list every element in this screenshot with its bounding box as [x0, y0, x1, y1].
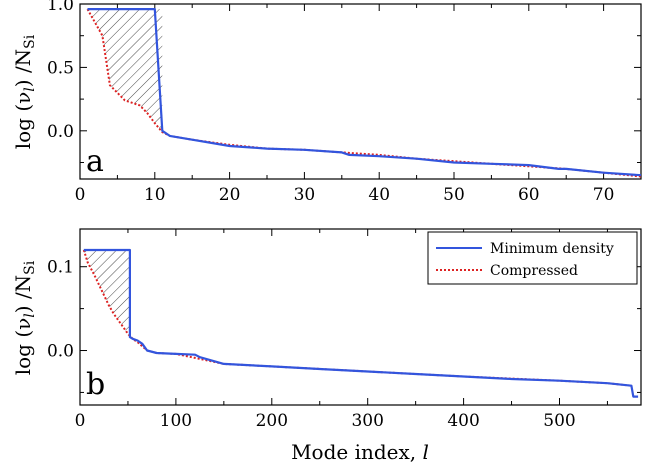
panel-a-ticks: 0 10 20 30 40 50 60 70 0.0 0.5 1.0 — [47, 0, 642, 205]
y-tick-label: 0.5 — [47, 58, 74, 78]
y-tick-label: 1.0 — [47, 0, 74, 15]
x-tick-label: 500 — [543, 411, 575, 431]
x-tick-label: 0 — [75, 185, 86, 205]
panel-b: 0 100 200 300 400 500 0.0 0.1 b log (νl) /NSi M… — [11, 228, 642, 464]
x-tick-label: 400 — [447, 411, 479, 431]
x-tick-label: 70 — [593, 185, 615, 205]
panel-a: 0 10 20 30 40 50 60 70 0.0 0.5 1.0 a log (νl) /NSi — [11, 0, 642, 205]
legend: Minimum density Compressed — [427, 231, 638, 285]
legend-label-minimum-density: Minimum density — [490, 241, 614, 257]
panel-a-series-minimum-density — [87, 8, 642, 177]
y-tick-label: 0.0 — [47, 342, 74, 362]
x-tick-label: 60 — [518, 185, 540, 205]
x-axis-label: Mode index, l — [291, 440, 429, 464]
x-tick-label: 40 — [368, 185, 390, 205]
x-tick-label: 10 — [144, 185, 166, 205]
x-tick-label: 100 — [160, 411, 192, 431]
panel-b-series-minimum-density — [83, 248, 639, 398]
legend-label-compressed: Compressed — [490, 263, 578, 279]
panel-b-ticks: 0 100 200 300 400 500 0.0 0.1 — [47, 229, 641, 431]
x-tick-label: 30 — [294, 185, 316, 205]
panel-a-label: a — [86, 144, 104, 179]
panel-b-ylabel: log (νl) /NSi — [11, 260, 38, 375]
legend-box — [427, 231, 638, 285]
panel-a-hatched-region — [87, 9, 163, 133]
y-tick-label: 0.1 — [47, 258, 74, 278]
panel-a-ylabel: log (νl) /NSi — [11, 34, 38, 149]
panel-a-series-compressed — [86, 8, 642, 178]
panel-b-hatched-region — [83, 249, 130, 338]
y-tick-label: 0.0 — [47, 122, 74, 142]
x-tick-label: 0 — [75, 411, 86, 431]
panel-b-frame — [79, 228, 642, 406]
x-tick-label: 300 — [351, 411, 383, 431]
x-tick-label: 50 — [443, 185, 465, 205]
x-tick-label: 200 — [256, 411, 288, 431]
x-tick-label: 20 — [219, 185, 241, 205]
panel-a-frame — [79, 3, 642, 180]
panel-b-label: b — [86, 367, 105, 402]
